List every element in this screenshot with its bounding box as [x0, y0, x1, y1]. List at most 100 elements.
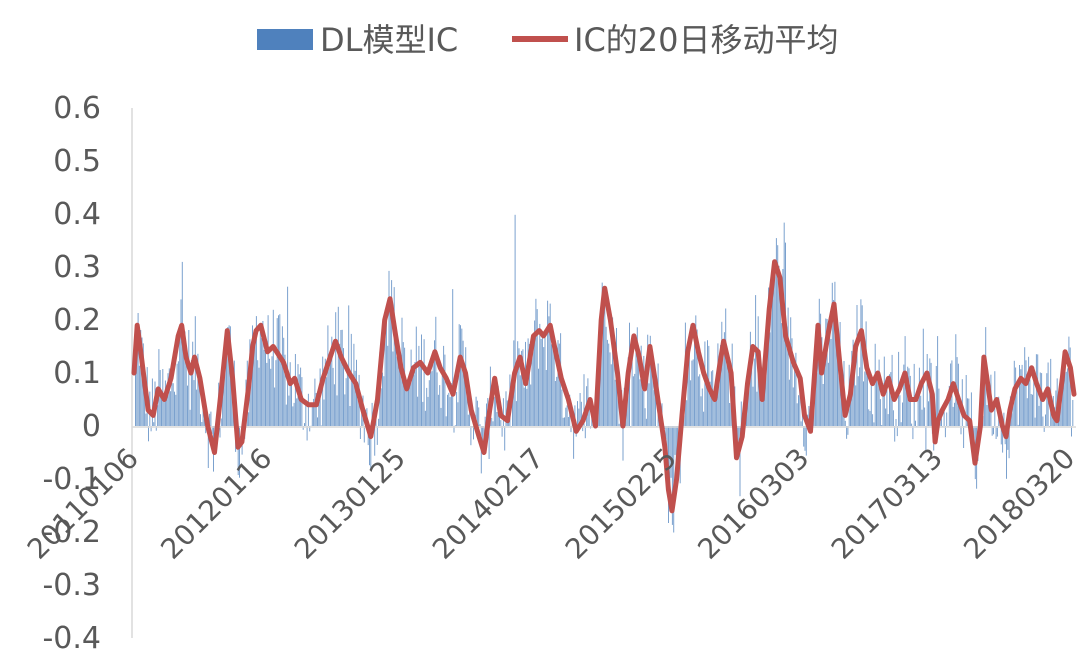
ic-bar [345, 378, 347, 426]
ic-bar [222, 387, 224, 426]
ic-bar [288, 395, 290, 426]
ic-bar [448, 392, 450, 426]
ic-bar [175, 394, 177, 426]
ic-bar [287, 286, 289, 426]
ic-bar [259, 326, 261, 426]
ic-bar [782, 269, 784, 426]
ic-bar [756, 391, 758, 426]
ic-bar [163, 395, 165, 426]
ic-bar [456, 391, 458, 426]
ic-bar [639, 379, 641, 426]
ic-bar [772, 295, 773, 426]
ic-bar [920, 395, 922, 426]
ic-bar [1016, 387, 1018, 426]
ic-bar [926, 354, 928, 426]
ic-bar [311, 404, 313, 426]
ic-bar [943, 410, 945, 426]
ic-bar [184, 331, 186, 426]
ic-bar [899, 395, 901, 426]
ic-bar [565, 407, 567, 426]
ic-bar [651, 362, 653, 426]
ic-bar [1022, 383, 1024, 426]
ic-bar [648, 383, 650, 426]
ic-bar [902, 402, 903, 426]
ic-bar [153, 422, 155, 426]
ic-bar [814, 371, 816, 426]
ic-bar [499, 411, 500, 426]
ic-bar [866, 364, 868, 426]
ic-bar [913, 363, 915, 426]
ic-bar [566, 405, 568, 426]
ic-bar [800, 421, 802, 426]
ic-bar [258, 367, 260, 426]
ic-bar [716, 384, 718, 426]
ic-bar [463, 373, 465, 426]
y-tick-label: 0.5 [53, 144, 101, 179]
ic-bar [307, 393, 309, 426]
ic-bar [138, 365, 140, 426]
ic-bar [332, 367, 334, 426]
ic-bar [395, 343, 396, 426]
ic-bar [190, 360, 192, 426]
ic-bar [599, 373, 601, 426]
ic-bar [376, 426, 378, 445]
ic-bar [775, 238, 777, 426]
ic-bar [638, 352, 640, 426]
ic-bar [484, 416, 486, 426]
ic-bar [604, 288, 606, 426]
ic-bar [773, 268, 775, 426]
ic-bar [514, 214, 516, 426]
ic-bar [387, 345, 389, 426]
ic-bar [276, 318, 278, 426]
ic-bar [960, 426, 962, 435]
ic-bar [174, 391, 175, 426]
ic-bar [322, 356, 324, 426]
ic-bar [285, 404, 287, 426]
ic-bar [223, 353, 225, 426]
ic-bar [457, 402, 459, 426]
ic-bar [354, 370, 356, 426]
ic-bar [721, 321, 723, 426]
ic-bar [774, 276, 776, 426]
ic-bar [796, 403, 798, 426]
ic-bar [987, 386, 989, 426]
ic-bar [722, 350, 724, 426]
ic-bar [1024, 347, 1026, 426]
ic-bar [257, 360, 259, 426]
ic-bar [762, 387, 764, 426]
ic-bar [327, 325, 329, 426]
ic-bar [328, 363, 330, 426]
ic-bar [227, 327, 229, 426]
ic-bar [428, 380, 430, 426]
x-tick-label: 20140217 [426, 442, 550, 566]
ic-bar [970, 392, 972, 426]
ic-bar [270, 368, 272, 426]
y-tick-label: 0.6 [53, 91, 101, 126]
ic-bar [557, 340, 559, 426]
ic-bar [606, 339, 608, 426]
ic-bar [878, 359, 880, 426]
ic-bar [205, 426, 207, 434]
ic-bar [968, 398, 970, 426]
ic-bar [924, 407, 926, 426]
ic-bar [493, 396, 495, 426]
ic-bar [881, 425, 883, 426]
ic-bar [512, 393, 513, 426]
ic-bar [528, 344, 530, 426]
ic-bar [231, 380, 233, 426]
ic-bar [393, 287, 395, 426]
ic-bar [723, 332, 725, 426]
ic-bar [418, 345, 420, 426]
ic-bar [268, 358, 270, 426]
ic-bar [384, 336, 386, 426]
ic-bar [1033, 367, 1035, 426]
ic-bar [391, 280, 393, 426]
ic-bar [580, 401, 582, 426]
ic-bar [808, 406, 810, 426]
ic-bar [333, 384, 335, 426]
ic-bar [1072, 400, 1074, 426]
ic-bar [421, 334, 422, 426]
ic-bar [993, 426, 994, 435]
ic-bar [151, 378, 153, 426]
ic-bar [610, 364, 612, 426]
